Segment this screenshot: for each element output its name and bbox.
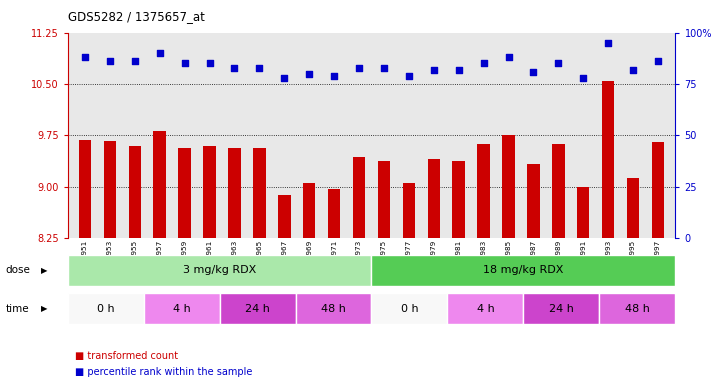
Text: GDS5282 / 1375657_at: GDS5282 / 1375657_at	[68, 10, 205, 23]
Point	[80, 54, 91, 60]
Bar	[278, 195, 291, 238]
Text: 18 mg/kg RDX: 18 mg/kg RDX	[483, 265, 564, 275]
Bar	[402, 183, 415, 238]
Point	[179, 60, 191, 66]
Text: 4 h: 4 h	[173, 304, 191, 314]
Point	[552, 60, 564, 66]
Bar	[371, 255, 675, 286]
Point	[105, 58, 116, 65]
Bar	[528, 164, 540, 238]
Point	[353, 65, 365, 71]
Point	[453, 66, 464, 73]
Point	[503, 54, 514, 60]
Bar	[599, 293, 675, 324]
Text: 3 mg/kg RDX: 3 mg/kg RDX	[183, 265, 256, 275]
Bar	[353, 157, 365, 238]
Text: dose: dose	[6, 265, 31, 275]
Bar	[144, 293, 220, 324]
Point	[528, 69, 539, 75]
Point	[229, 65, 240, 71]
Point	[304, 71, 315, 77]
Bar	[602, 81, 614, 238]
Point	[428, 66, 439, 73]
Bar	[447, 293, 523, 324]
Point	[378, 65, 390, 71]
Bar	[452, 161, 465, 238]
Bar	[477, 144, 490, 238]
Bar	[378, 161, 390, 238]
Bar	[68, 293, 144, 324]
Text: 0 h: 0 h	[97, 304, 114, 314]
Bar	[178, 148, 191, 238]
Bar	[371, 293, 447, 324]
Text: ▶: ▶	[41, 304, 48, 313]
Text: ■ transformed count: ■ transformed count	[75, 351, 178, 361]
Bar	[154, 131, 166, 238]
Point	[627, 66, 638, 73]
Bar	[523, 293, 599, 324]
Text: 4 h: 4 h	[476, 304, 494, 314]
Text: ▶: ▶	[41, 266, 48, 275]
Text: ■ percentile rank within the sample: ■ percentile rank within the sample	[75, 367, 252, 377]
Bar	[220, 293, 296, 324]
Point	[129, 58, 141, 65]
Text: 48 h: 48 h	[625, 304, 650, 314]
Point	[154, 50, 166, 56]
Text: 48 h: 48 h	[321, 304, 346, 314]
Bar	[79, 140, 91, 238]
Point	[254, 65, 265, 71]
Point	[602, 40, 614, 46]
Point	[652, 58, 663, 65]
Bar	[427, 159, 440, 238]
Bar	[502, 136, 515, 238]
Bar	[328, 189, 341, 238]
Text: 0 h: 0 h	[401, 304, 418, 314]
Bar	[652, 142, 664, 238]
Point	[403, 73, 415, 79]
Bar	[296, 293, 371, 324]
Text: time: time	[6, 304, 29, 314]
Text: 24 h: 24 h	[549, 304, 574, 314]
Bar	[203, 146, 215, 238]
Bar	[129, 146, 141, 238]
Point	[328, 73, 340, 79]
Bar	[552, 144, 565, 238]
Point	[577, 75, 589, 81]
Point	[204, 60, 215, 66]
Bar	[228, 148, 241, 238]
Bar	[253, 148, 266, 238]
Bar	[627, 178, 639, 238]
Point	[279, 75, 290, 81]
Bar	[68, 255, 371, 286]
Bar	[303, 183, 316, 238]
Text: 24 h: 24 h	[245, 304, 270, 314]
Point	[478, 60, 489, 66]
Bar	[577, 187, 589, 238]
Bar	[104, 141, 116, 238]
